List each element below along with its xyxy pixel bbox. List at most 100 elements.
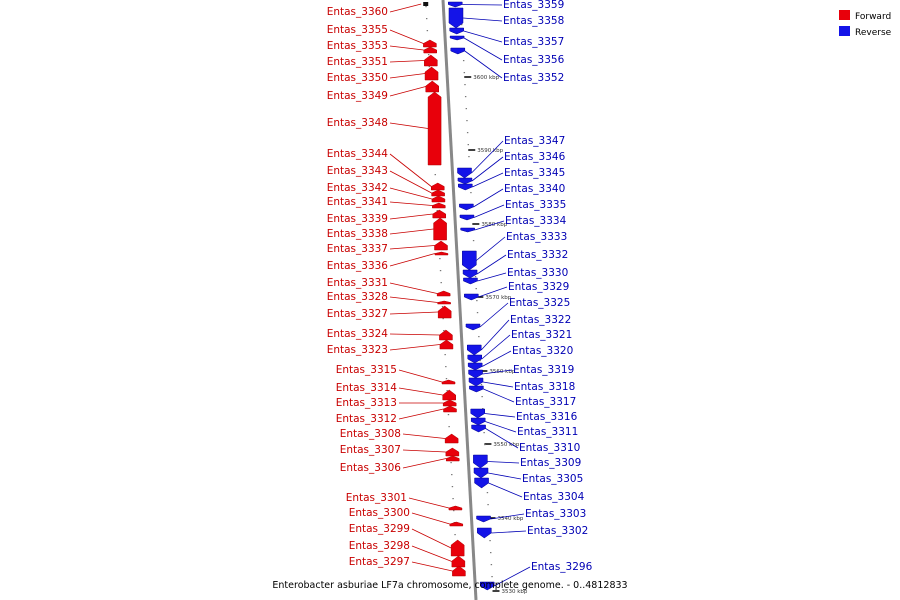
forward-gene-leader [408,497,450,509]
reverse-gene-label: Entas_3304 [523,491,585,503]
forward-gene-shape [437,305,452,319]
reverse-gene-label: Entas_3346 [504,151,566,163]
forward-gene-shape [424,54,438,67]
forward-gene-shape [449,521,464,527]
ruler-dot [481,396,483,398]
forward-gene-leader [389,201,433,206]
reverse-gene-leader [472,172,504,188]
ruler-dot [425,6,427,8]
ruler-dot [479,360,481,362]
reverse-gene-label: Entas_3357 [503,36,564,48]
forward-gene-shape [423,46,437,54]
ruler-dot [446,390,448,392]
forward-gene-shape [445,447,460,457]
reverse-gene-leader [487,472,522,480]
ruler-dot [447,414,450,416]
ruler-dot [427,54,430,56]
reverse-gene-label: Entas_3332 [507,249,568,261]
ruler-dot [487,504,489,506]
reverse-gene-shape [470,408,485,419]
reverse-gene-label: Entas_3319 [513,364,574,376]
reverse-gene-leader [471,156,504,182]
forward-gene-shape [442,389,456,401]
reverse-gene-leader [462,17,503,22]
reverse-gene-label: Entas_3359 [503,0,564,11]
forward-gene-leader [389,153,432,187]
reverse-gene-label: Entas_3302 [527,525,588,537]
reverse-gene-leader [476,254,507,275]
forward-gene-leader [402,433,446,439]
ruler-dot [445,378,448,380]
forward-gene-label: Entas_3343 [327,165,388,177]
ruler-dot [464,96,467,98]
forward-gene-label: Entas_3355 [327,24,388,36]
ruler-dot [476,312,479,314]
ruler-dot [426,30,429,32]
forward-gene-shape [425,80,440,93]
reverse-gene-shape [462,269,478,279]
reverse-gene-label: Entas_3340 [504,183,565,195]
reverse-gene-label: Entas_3318 [514,381,575,393]
reverse-gene-label: Entas_3334 [505,215,567,227]
forward-gene-label: Entas_3337 [327,243,388,255]
forward-gene-leader [389,45,424,51]
reverse-gene-leader [463,37,503,61]
forward-gene-shape [423,2,429,6]
ruler-dot [443,330,445,332]
ruler-dot [491,576,493,578]
forward-gene-label: Entas_3342 [327,182,388,194]
forward-gene-shape [436,290,451,297]
legend-reverse-label: Reverse [855,28,892,38]
reverse-gene-label: Entas_3305 [522,473,583,485]
ruler-dot [440,282,442,284]
forward-gene-label: Entas_3301 [346,492,407,504]
ruler-dot [480,384,483,386]
reverse-gene-label: Entas_3356 [503,54,565,66]
reverse-gene-leader [473,204,505,218]
gene-labels: Entas_3360 Entas_3355 Entas_3353 Entas_3351… [327,0,593,587]
legend-reverse-swatch [839,26,850,36]
reverse-gene-shape [464,293,479,301]
reverse-gene-shape [449,35,465,41]
forward-gene-label: Entas_3339 [327,213,388,225]
reverse-gene-shape [470,417,486,426]
ruler-dot [452,498,454,500]
forward-gene-label: Entas_3341 [327,196,388,208]
forward-gene-label: Entas_3323 [327,344,388,356]
forward-gene-leader [389,282,438,294]
forward-gene-leader [411,512,450,525]
ruler-dot [483,432,485,434]
ruler-dot [436,210,438,212]
forward-gene-shape [432,202,446,209]
ruler-dot [439,270,442,272]
ruler-dot [463,72,466,74]
forward-gene-leader [411,561,453,572]
ruler-tick-label: 3540 kbp [497,516,523,522]
ruler-dot [484,444,486,446]
ruler-dot [428,66,431,68]
ruler-dot [451,474,453,476]
reverse-gene-leader [485,428,519,449]
reverse-gene-leader [481,350,512,367]
forward-gene-label: Entas_3306 [340,462,402,474]
forward-gene-leader [389,213,433,220]
forward-gene-leader [389,296,438,303]
forward-gene-leader [398,408,444,420]
reverse-gene-shape [457,177,473,185]
reverse-gene-label: Entas_3303 [525,508,586,520]
reverse-gene-shape [479,581,495,591]
ruler-dot [466,120,468,122]
reverse-gene-leader [490,513,525,520]
reverse-gene-leader [480,319,510,351]
forward-gene-leader [389,3,422,13]
reverse-gene-leader [483,388,515,403]
forward-gene-shape [431,195,446,203]
ruler-dot [448,426,450,428]
chromosome-backbone [441,0,478,600]
reverse-gene-label: Entas_3347 [504,135,565,147]
legend-forward-label: Forward [855,12,891,22]
forward-gene-shape [439,329,453,341]
forward-gene-label: Entas_3327 [327,308,388,320]
reverse-gene-leader [491,530,527,534]
reverse-gene-label: Entas_3358 [503,15,564,27]
